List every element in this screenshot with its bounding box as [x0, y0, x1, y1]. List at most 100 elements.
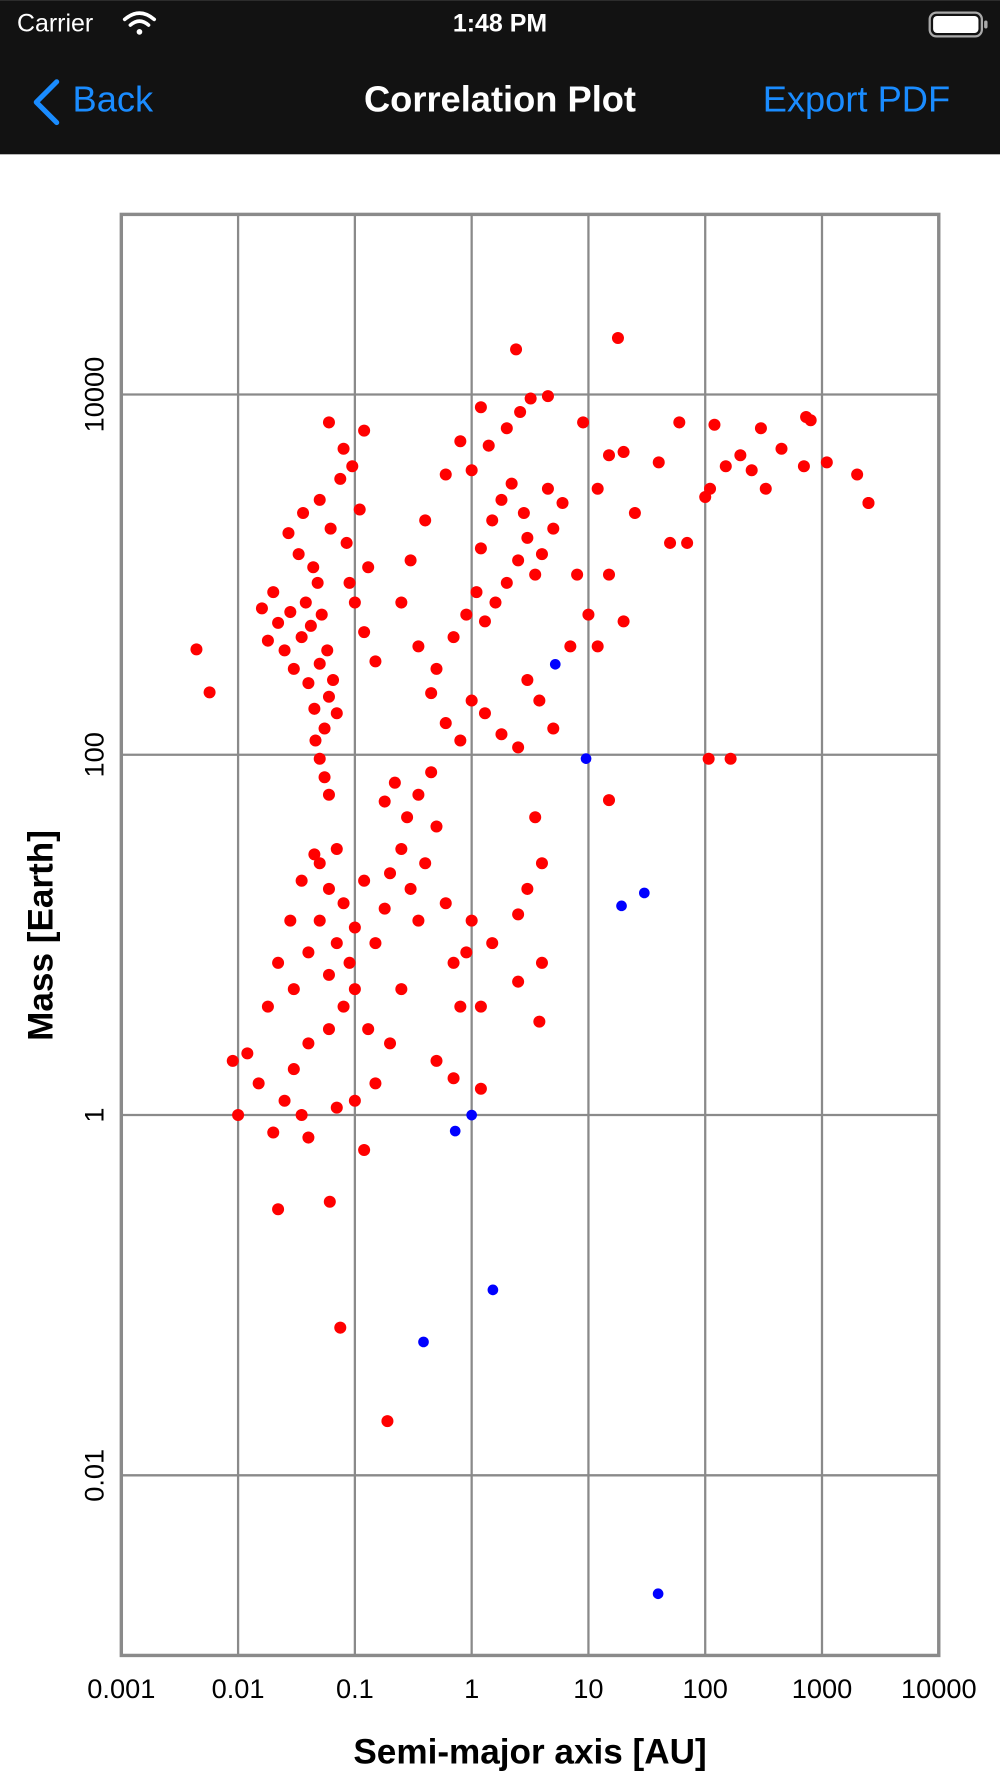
data-point [591, 640, 604, 653]
data-point [272, 1203, 285, 1216]
data-point [295, 874, 308, 887]
data-point [348, 921, 361, 934]
data-point [547, 522, 560, 535]
data-point [724, 752, 737, 765]
data-point [486, 514, 499, 527]
data-point [334, 472, 347, 485]
data-point [348, 596, 361, 609]
battery-icon [928, 11, 988, 38]
data-point [295, 1109, 308, 1122]
data-point [287, 1063, 300, 1076]
data-point [302, 677, 315, 690]
data-point [580, 753, 592, 764]
data-point [719, 460, 732, 473]
data-point [500, 576, 513, 589]
data-point [616, 900, 627, 912]
data-point [327, 674, 340, 687]
data-point [404, 882, 417, 895]
data-point [395, 596, 408, 609]
data-point [535, 857, 548, 870]
data-point [378, 795, 391, 808]
data-point [384, 867, 397, 880]
data-point [241, 1047, 254, 1060]
data-point [295, 631, 308, 644]
data-point [447, 1072, 460, 1085]
data-point [324, 522, 337, 535]
data-point [617, 445, 630, 458]
data-point [628, 506, 641, 519]
data-point [602, 794, 616, 807]
data-point [321, 644, 334, 657]
data-point [524, 392, 537, 405]
export-pdf-button[interactable]: Export PDF [763, 79, 950, 120]
data-point [602, 449, 616, 462]
data-point [759, 482, 772, 495]
data-point [369, 937, 382, 950]
data-point [330, 842, 343, 855]
data-point [302, 1037, 315, 1050]
data-point [754, 422, 767, 435]
data-point [533, 1015, 546, 1028]
data-point [602, 568, 616, 581]
data-point [287, 662, 300, 675]
data-point [334, 1321, 347, 1334]
data-point [362, 561, 375, 574]
data-point [313, 857, 326, 870]
data-point [430, 662, 443, 675]
data-point [664, 536, 677, 549]
data-point [358, 1143, 371, 1156]
data-point [478, 707, 491, 720]
x-tick-label: 0.001 [87, 1673, 155, 1704]
data-point [611, 331, 624, 344]
data-point [412, 788, 425, 801]
data-point [465, 464, 478, 477]
back-button[interactable]: Back [33, 79, 154, 126]
data-point [190, 643, 203, 656]
data-point [535, 548, 548, 561]
plot: 0.001 0.01 0.1 1 10 100 1000 10000 0.01 1 100 10000… [21, 212, 977, 1771]
data-point [313, 914, 326, 927]
data-point [384, 1037, 397, 1050]
data-point [489, 596, 502, 609]
data-point [495, 493, 508, 506]
data-point [284, 606, 297, 619]
carrier: Carrier [17, 10, 93, 38]
data-point [512, 554, 525, 567]
data-point [267, 1126, 280, 1139]
data-point [617, 615, 630, 628]
data-point [510, 343, 523, 356]
data-point [582, 608, 595, 621]
data-point [282, 527, 295, 540]
data-point [311, 576, 324, 589]
data-point [454, 435, 467, 448]
data-point [232, 1109, 245, 1122]
back-label[interactable]: Back [73, 79, 154, 120]
data-point [412, 914, 425, 927]
data-point [337, 897, 350, 910]
data-point [521, 531, 534, 544]
data-point [330, 707, 343, 720]
data-point [529, 811, 542, 824]
data-point [418, 1336, 429, 1348]
header-background [0, 0, 1000, 155]
data-point [348, 983, 361, 996]
data-point [337, 1000, 350, 1013]
data-point [337, 442, 350, 455]
data-point [460, 946, 473, 959]
data-point [340, 536, 353, 549]
data-point [322, 690, 335, 703]
data-point [378, 902, 391, 915]
data-point [388, 776, 401, 789]
data-point [430, 820, 443, 833]
data-point [307, 561, 320, 574]
data-point [346, 460, 359, 473]
wifi-icon [122, 11, 157, 35]
data-point [547, 722, 560, 735]
data-point [315, 608, 328, 621]
data-point [358, 874, 371, 887]
data-point [708, 418, 721, 431]
data-point [358, 424, 371, 437]
data-point [358, 626, 371, 639]
y-axis-label: Mass [Earth] [21, 830, 60, 1041]
